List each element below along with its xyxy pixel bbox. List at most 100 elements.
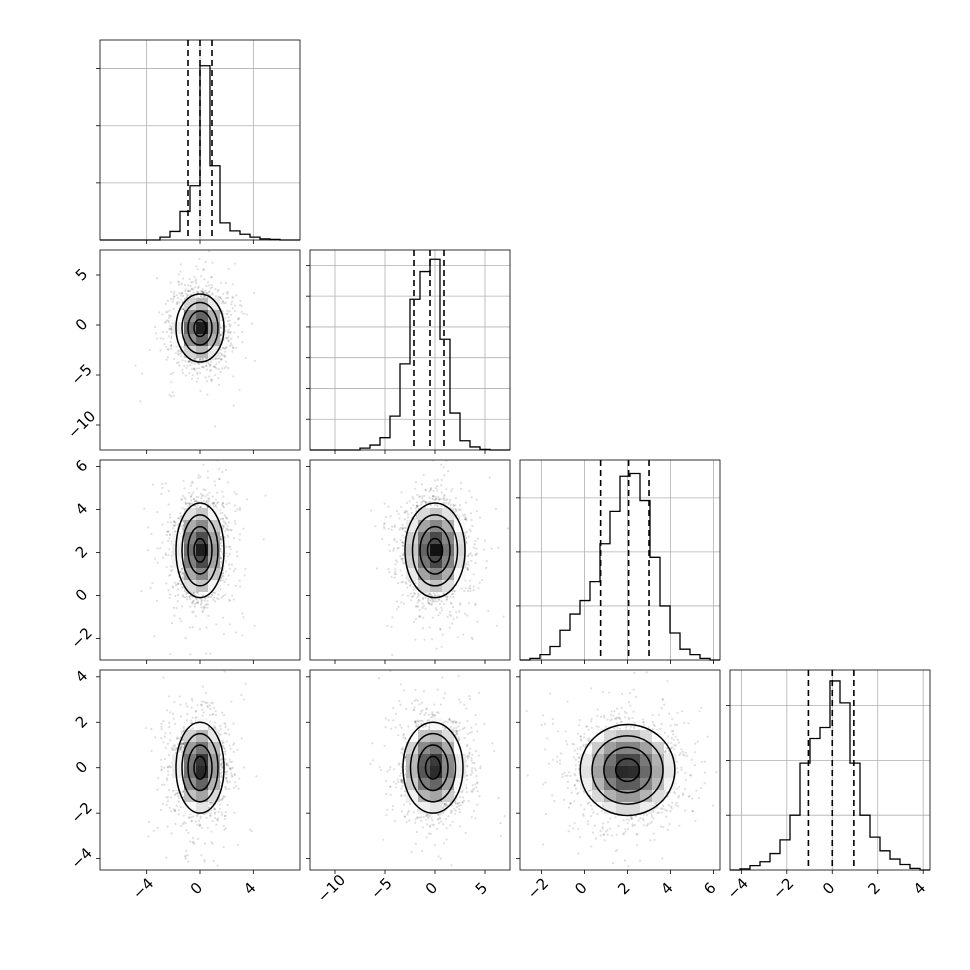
scatter-point (224, 523, 227, 526)
scatter-point (198, 371, 202, 374)
scatter-point (223, 536, 226, 539)
scatter-point (185, 592, 188, 596)
scatter-point (203, 495, 206, 498)
scatter-point (150, 532, 153, 536)
scatter-point (239, 585, 242, 588)
scatter-point (440, 478, 443, 481)
scatter-point (188, 360, 191, 363)
scatter-point (210, 593, 213, 596)
hist-panel-2 (516, 459, 721, 664)
scatter-point (197, 285, 200, 288)
scatter-point (172, 524, 175, 527)
scatter-point (225, 291, 228, 294)
scatter-point (178, 579, 181, 582)
scatter-point (203, 295, 206, 298)
scatter-point (219, 512, 222, 515)
scatter-point (225, 545, 228, 549)
contour-1 (187, 310, 213, 346)
scatter-point (199, 505, 202, 508)
scatter-point (241, 431, 243, 433)
scatter-point (196, 592, 200, 595)
scatter-point (194, 282, 197, 285)
scatter-point (219, 535, 222, 538)
scatter-point (192, 367, 195, 371)
scatter-point (183, 364, 186, 367)
scatter-point (229, 331, 232, 334)
scatter-point (156, 561, 159, 564)
scatter-point (227, 481, 230, 484)
contour-3 (175, 293, 225, 363)
scatter-point (227, 545, 230, 548)
scatter-point (179, 515, 182, 518)
scatter-point (189, 653, 192, 656)
scatter-point (221, 354, 224, 357)
scatter-point (236, 508, 239, 511)
scatter-point (228, 552, 231, 556)
scatter-point (156, 547, 159, 550)
scatter-point (235, 550, 238, 553)
scatter-point (250, 322, 253, 325)
scatter-point (242, 312, 245, 315)
scatter-point (177, 350, 180, 353)
scatter-point (495, 624, 498, 627)
scatter-point (151, 483, 155, 486)
scatter-point (200, 602, 203, 605)
scatter-point (165, 330, 168, 334)
scatter-point (192, 491, 195, 494)
scatter-point (204, 597, 207, 600)
scatter-point (226, 534, 229, 537)
scatter-point (178, 301, 181, 304)
scatter-point (180, 570, 184, 573)
scatter-point (179, 570, 182, 573)
hist-panel-0 (96, 39, 301, 244)
scatter-point (219, 358, 222, 361)
scatter-point (168, 309, 171, 312)
scatter-point (177, 588, 180, 591)
scatter-point (192, 497, 195, 500)
scatter-point (205, 379, 208, 383)
scatter-point (231, 307, 234, 310)
scatter-point (226, 555, 229, 558)
scatter-point (227, 328, 230, 331)
scatter-point (218, 467, 221, 470)
scatter-point (231, 296, 234, 299)
scatter-point (221, 511, 224, 514)
scatter-point (210, 283, 213, 286)
scatter-point (214, 504, 217, 507)
scatter-point (217, 368, 220, 371)
scatter-point (184, 636, 187, 640)
scatter-point (219, 295, 222, 298)
scatter-point (210, 378, 213, 381)
scatter-point (235, 294, 238, 297)
scatter-point (220, 539, 223, 542)
scatter-point (206, 501, 209, 504)
scatter-point (208, 290, 211, 293)
scatter-point (199, 492, 202, 495)
scatter-point (205, 626, 208, 629)
scatter-point (159, 547, 162, 550)
scatter-point (140, 590, 143, 593)
scatter-point (182, 519, 185, 522)
scatter-point (214, 484, 217, 487)
scatter-point (196, 367, 199, 370)
scatter-point (192, 600, 195, 603)
scatter-point (223, 354, 226, 357)
scatter-point (176, 583, 179, 586)
scatter-point (228, 502, 231, 505)
scatter-point (440, 491, 443, 494)
scatter-point (176, 297, 180, 300)
scatter-point (208, 365, 211, 368)
scatter-point (200, 599, 203, 602)
scatter-point (197, 495, 200, 498)
scatter-point (175, 303, 178, 306)
scatter-point (438, 594, 441, 597)
scatter-point (220, 562, 223, 565)
scatter-point (171, 527, 175, 530)
scatter-point (201, 366, 204, 369)
scatter-point (394, 563, 397, 566)
scatter-point (238, 533, 242, 536)
panel-frame (729, 669, 931, 871)
scatter-point (182, 528, 185, 531)
scatter-point (196, 371, 199, 374)
scatter-point (221, 505, 224, 508)
